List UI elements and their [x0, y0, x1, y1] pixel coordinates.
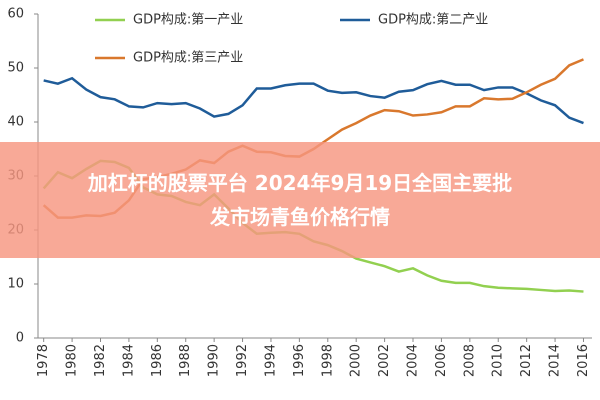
x-tick-label: 1980	[65, 344, 80, 377]
banner-line: 发市场青鱼价格行情	[210, 205, 390, 229]
series-line	[43, 76, 584, 125]
x-tick-label: 1996	[292, 344, 307, 377]
x-tick-label: 1988	[178, 344, 193, 377]
x-tick-label: 1998	[320, 344, 335, 377]
legend-label: GDP构成:第一产业	[133, 13, 243, 28]
banner: 加杠杆的股票平台 2024年9月19日全国主要批 发市场青鱼价格行情	[0, 142, 600, 258]
x-tick-label: 2004	[406, 344, 421, 377]
x-tick-label: 1984	[121, 344, 136, 377]
x-tick-label: 1978	[36, 344, 51, 377]
y-tick-label: 60	[7, 7, 24, 22]
x-tick-label: 2008	[462, 344, 477, 377]
y-tick-label: 0	[16, 331, 24, 346]
x-tick-label: 1992	[235, 344, 250, 377]
x-tick-label: 2016	[576, 344, 591, 377]
x-tick-label: 2014	[548, 344, 563, 377]
y-tick-label: 40	[7, 115, 24, 130]
x-tick-label: 2000	[349, 344, 364, 377]
x-tick-label: 2006	[434, 344, 449, 377]
y-tick-label: 50	[7, 61, 24, 76]
y-tick-label: 10	[7, 277, 24, 292]
x-tick-label: 2012	[519, 344, 534, 377]
x-tick-label: 2002	[377, 344, 392, 377]
banner-line: 加杠杆的股票平台 2024年9月19日全国主要批	[87, 171, 513, 195]
x-tick-label: 1994	[263, 344, 278, 377]
x-tick-label: 1990	[207, 344, 222, 377]
legend-label: GDP构成:第二产业	[378, 13, 488, 28]
x-tick-label: 2010	[491, 344, 506, 377]
x-tick-label: 1982	[93, 344, 108, 377]
x-tick-label: 1986	[150, 344, 165, 377]
legend-label: GDP构成:第三产业	[133, 51, 243, 66]
